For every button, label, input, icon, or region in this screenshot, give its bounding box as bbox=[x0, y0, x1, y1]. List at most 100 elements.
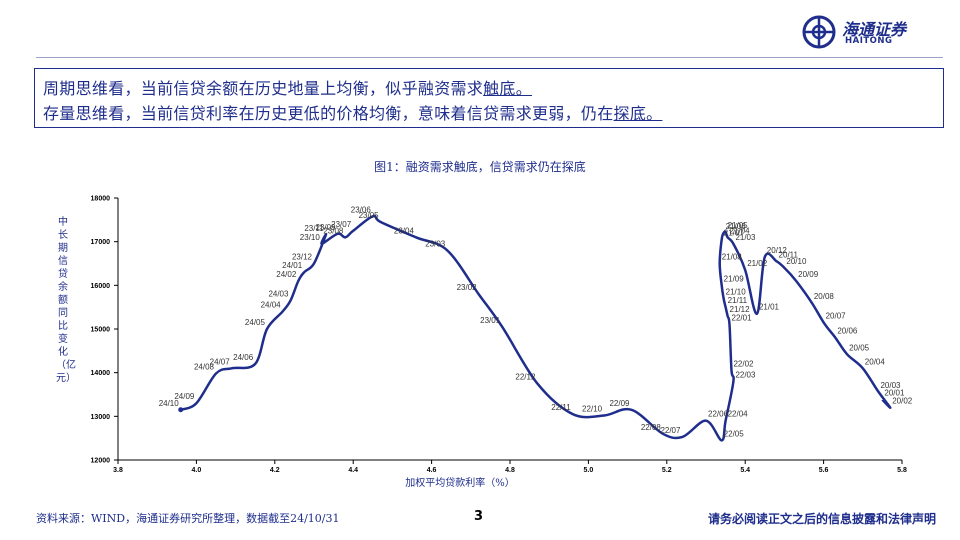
point-label: 20/06 bbox=[837, 327, 858, 336]
message-line-2-text: 存量思维看，当前信贷利率在历史更低的价格均衡，意味着信贷需求更弱，仍在 bbox=[43, 104, 614, 123]
point-label: 21/01 bbox=[759, 303, 780, 312]
message-line-2-emphasis: 探底。 bbox=[613, 104, 663, 123]
message-line-2: 存量思维看，当前信贷利率在历史更低的价格均衡，意味着信贷需求更弱，仍在探底。 bbox=[43, 100, 662, 124]
y-axis-label: 中长期信贷余额同比变化（亿元） bbox=[56, 217, 76, 384]
point-label: 20/12 bbox=[767, 246, 788, 255]
x-tick-label: 3.8 bbox=[113, 467, 123, 474]
point-label: 21/11 bbox=[728, 296, 748, 305]
series-line bbox=[180, 214, 892, 442]
x-tick-label: 4.0 bbox=[192, 467, 202, 474]
x-tick-label: 5.2 bbox=[662, 467, 672, 474]
haitong-emblem-icon bbox=[802, 15, 836, 49]
point-label: 20/05 bbox=[849, 343, 870, 352]
point-label: 22/08 bbox=[641, 423, 662, 432]
point-label: 22/12 bbox=[515, 373, 536, 382]
point-label: 20/03 bbox=[880, 381, 901, 390]
point-label: 23/12 bbox=[292, 253, 313, 262]
haitong-logo: 海通证券 HAITONG bbox=[802, 14, 942, 50]
y-tick-label: 17000 bbox=[91, 239, 111, 246]
point-label: 24/03 bbox=[268, 290, 289, 299]
point-label: 22/11 bbox=[551, 403, 571, 412]
point-label: 24/06 bbox=[233, 353, 254, 362]
point-label: 21/05 bbox=[728, 221, 749, 230]
message-line-1: 周期思维看，当前信贷余额在历史地量上均衡，似乎融资需求触底。 bbox=[43, 75, 532, 99]
point-label: 21/06 bbox=[726, 222, 747, 231]
source-note: 资料来源：WIND，海通证券研究所整理，数据截至24/10/31 bbox=[36, 512, 340, 525]
point-label: 20/10 bbox=[786, 257, 807, 266]
point-label: 21/09 bbox=[724, 274, 745, 283]
point-label: 22/04 bbox=[728, 410, 749, 419]
y-tick-label: 14000 bbox=[91, 370, 111, 377]
point-label: 20/04 bbox=[865, 357, 886, 366]
point-label: 24/05 bbox=[245, 318, 266, 327]
y-tick-label: 12000 bbox=[91, 458, 111, 465]
point-label: 22/07 bbox=[660, 426, 681, 435]
point-label: 20/02 bbox=[892, 397, 913, 406]
x-tick-label: 4.6 bbox=[427, 467, 437, 474]
point-label: 20/11 bbox=[779, 250, 799, 259]
point-label: 24/04 bbox=[261, 301, 282, 310]
point-label: 23/08 bbox=[323, 226, 344, 235]
point-label: 22/01 bbox=[732, 314, 753, 323]
x-tick-label: 5.4 bbox=[740, 467, 750, 474]
point-label: 23/04 bbox=[394, 226, 415, 235]
point-label: 24/10 bbox=[159, 399, 180, 408]
point-label: 23/10 bbox=[300, 233, 321, 242]
point-label: 21/10 bbox=[726, 287, 747, 296]
logo-english-name: HAITONG bbox=[845, 36, 893, 46]
page-number: 3 bbox=[474, 509, 484, 524]
chart-axes bbox=[117, 198, 902, 461]
key-message-box: 周期思维看，当前信贷余额在历史地量上均衡，似乎融资需求触底。 存量思维看，当前信… bbox=[34, 68, 944, 128]
point-label: 22/02 bbox=[733, 359, 754, 368]
figure-title: 图1：融资需求触底，信贷需求仍在探底 bbox=[374, 160, 586, 174]
y-tick-label: 13000 bbox=[91, 414, 111, 421]
x-tick-label: 5.0 bbox=[584, 467, 594, 474]
header-divider bbox=[36, 57, 943, 58]
logo-chinese-name: 海通证券 bbox=[842, 20, 907, 39]
point-label: 21/07 bbox=[724, 228, 745, 237]
y-tick-label: 16000 bbox=[91, 283, 111, 290]
point-label: 23/09 bbox=[315, 223, 336, 232]
point-label: 20/01 bbox=[884, 389, 905, 398]
x-tick-label: 4.4 bbox=[348, 467, 358, 474]
point-label: 21/08 bbox=[722, 253, 743, 262]
point-label: 22/05 bbox=[724, 429, 745, 438]
point-label: 24/08 bbox=[194, 363, 215, 372]
point-label: 23/03 bbox=[425, 239, 446, 248]
point-label: 24/07 bbox=[210, 357, 231, 366]
message-line-1-emphasis: 触底。 bbox=[483, 79, 533, 98]
point-label: 21/03 bbox=[735, 233, 756, 242]
x-tick-label: 4.2 bbox=[270, 467, 280, 474]
point-label: 21/02 bbox=[747, 259, 768, 268]
point-label: 21/04 bbox=[730, 226, 751, 235]
point-label: 23/01 bbox=[480, 316, 501, 325]
point-label: 23/02 bbox=[457, 283, 478, 292]
x-tick-label: 4.8 bbox=[505, 467, 515, 474]
point-label: 21/12 bbox=[730, 305, 751, 314]
point-label: 20/07 bbox=[826, 311, 847, 320]
point-label: 24/01 bbox=[282, 261, 303, 270]
point-label: 23/06 bbox=[351, 205, 372, 214]
point-label: 24/02 bbox=[276, 270, 297, 279]
point-label: 23/05 bbox=[359, 211, 380, 220]
point-label: 22/06 bbox=[708, 410, 729, 419]
series-end-marker bbox=[178, 407, 184, 413]
x-tick-label: 5.6 bbox=[819, 467, 829, 474]
y-tick-label: 15000 bbox=[91, 327, 111, 334]
point-label: 20/08 bbox=[814, 292, 835, 301]
chart-ticks: 3.8 4.0 4.2 4.4 4.6 4.8 5.0 5.2 5.4 5.6 5.8 12000 13… bbox=[91, 196, 907, 475]
message-line-1-text: 周期思维看，当前信贷余额在历史地量上均衡，似乎融资需求 bbox=[43, 79, 484, 98]
point-label: 22/10 bbox=[582, 404, 603, 413]
x-tick-label: 5.8 bbox=[897, 467, 907, 474]
point-label: 20/09 bbox=[798, 270, 819, 279]
point-label: 22/03 bbox=[735, 370, 756, 379]
point-label: 23/07 bbox=[331, 220, 352, 229]
y-tick-label: 18000 bbox=[91, 196, 111, 203]
point-label: 23/11 bbox=[304, 224, 324, 233]
point-label: 22/09 bbox=[609, 399, 630, 408]
x-axis-label: 加权平均贷款利率（%） bbox=[405, 476, 515, 489]
point-label: 24/09 bbox=[174, 392, 195, 401]
legal-disclaimer: 请务必阅读正文之后的信息披露和法律声明 bbox=[707, 512, 936, 526]
